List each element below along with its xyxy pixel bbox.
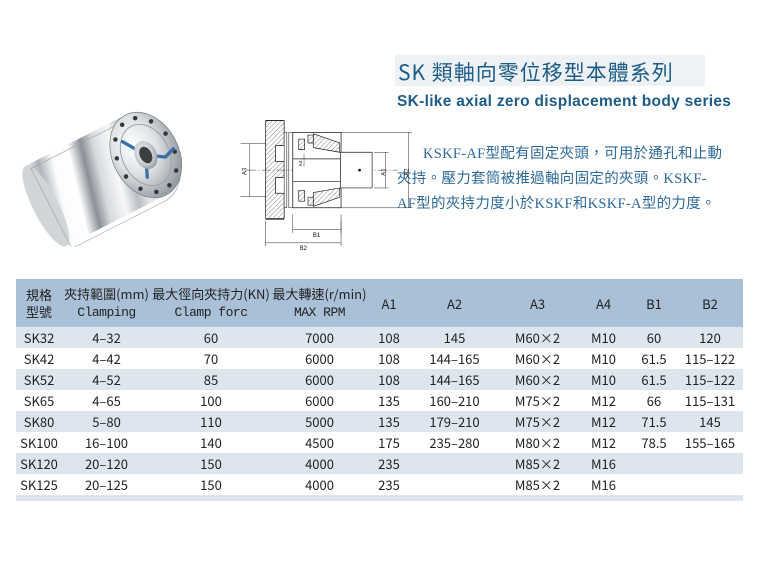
- svg-text:A1: A1: [381, 168, 387, 176]
- svg-text:B1: B1: [313, 233, 321, 239]
- svg-text:A4: A4: [298, 160, 303, 166]
- svg-text:B2: B2: [300, 246, 307, 252]
- svg-text:A3: A3: [242, 167, 248, 175]
- svg-text:A2: A2: [404, 168, 410, 175]
